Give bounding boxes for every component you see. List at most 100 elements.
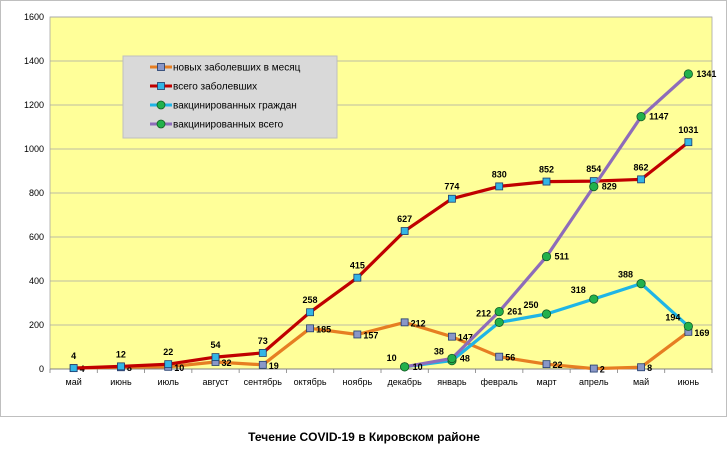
x-tick-label: декабрь <box>388 377 423 387</box>
data-label: 318 <box>571 285 586 295</box>
x-tick-label: июнь <box>678 377 700 387</box>
data-label: 157 <box>363 330 378 340</box>
data-label: 56 <box>505 353 515 363</box>
x-tick-label: октябрь <box>294 377 327 387</box>
y-tick-label: 600 <box>29 232 44 242</box>
data-label: 48 <box>460 353 470 363</box>
data-label: 8 <box>127 363 132 373</box>
data-label: 627 <box>397 214 412 224</box>
data-point <box>589 182 599 192</box>
data-point <box>684 138 693 147</box>
data-label: 19 <box>269 361 279 371</box>
series-line-1 <box>73 320 690 371</box>
data-point <box>589 364 598 373</box>
legend-entry: всего заболевших <box>173 81 257 93</box>
x-tick-label: июнь <box>110 377 132 387</box>
data-label: 147 <box>458 333 473 343</box>
data-label: 22 <box>553 360 563 370</box>
data-point <box>164 360 173 369</box>
y-tick-label: 800 <box>29 188 44 198</box>
data-label: 854 <box>586 164 601 174</box>
data-point <box>306 324 314 333</box>
x-tick-label: февраль <box>481 377 518 387</box>
legend-marker <box>156 119 166 129</box>
data-point <box>353 273 362 282</box>
data-point <box>400 318 409 327</box>
y-tick-label: 0 <box>39 364 44 374</box>
data-point <box>637 363 645 372</box>
data-label: 261 <box>507 307 522 317</box>
y-tick-label: 1000 <box>24 144 44 154</box>
data-label: 32 <box>222 358 232 368</box>
y-tick-label: 1400 <box>24 56 44 66</box>
data-label: 774 <box>444 182 459 192</box>
data-point <box>494 317 504 327</box>
data-point <box>448 194 456 203</box>
x-tick-label: ноябрь <box>343 377 373 387</box>
data-point <box>541 309 552 319</box>
data-label: 10 <box>387 353 397 363</box>
data-label: 212 <box>476 308 491 318</box>
data-label: 194 <box>665 312 680 322</box>
x-tick-label: апрель <box>579 377 609 387</box>
line-chart: 0 200 400 600 800 1000 1200 1400 1600 май июнь июль… <box>0 0 727 417</box>
data-label: 1147 <box>649 112 669 122</box>
legend: новых заболевших в месяц всего заболевших… <box>122 55 338 139</box>
data-point <box>542 360 551 369</box>
data-point <box>683 69 693 79</box>
y-tick-label: 400 <box>29 276 44 286</box>
data-point <box>495 182 504 191</box>
data-point <box>400 227 409 235</box>
data-label: 4 <box>71 351 76 361</box>
data-label: 54 <box>210 340 220 350</box>
data-label: 250 <box>523 300 538 310</box>
data-point <box>400 362 410 372</box>
data-point <box>117 362 125 371</box>
data-label: 2 <box>600 365 605 375</box>
chart-area: 0 200 400 600 800 1000 1200 1400 1600 май июнь июль… <box>0 0 727 417</box>
y-tick-label: 200 <box>29 320 44 330</box>
data-label: 511 <box>555 252 570 262</box>
data-label: 852 <box>539 165 554 175</box>
legend-entry: новых заболевших в месяц <box>173 62 301 74</box>
data-point <box>306 308 314 317</box>
data-point <box>636 112 646 122</box>
data-label: 415 <box>350 261 365 271</box>
legend-entry: вакцинированных всего <box>173 120 284 131</box>
data-label: 830 <box>492 169 507 179</box>
y-tick-label: 1600 <box>24 12 44 22</box>
data-label: 829 <box>602 182 617 192</box>
data-label: 10 <box>413 362 423 372</box>
data-label: 212 <box>411 318 426 328</box>
data-point <box>69 364 78 373</box>
y-tick-label: 1200 <box>24 100 44 110</box>
data-label: 1031 <box>678 125 698 135</box>
legend-marker <box>157 82 165 90</box>
data-label: 12 <box>116 349 126 359</box>
data-label: 38 <box>434 347 444 357</box>
x-tick-label: май <box>66 377 82 387</box>
data-point <box>495 352 504 361</box>
legend-marker <box>156 100 166 110</box>
data-point <box>541 251 552 262</box>
data-point <box>258 360 267 369</box>
data-point <box>258 349 267 357</box>
data-point <box>636 279 646 289</box>
x-tick-label: май <box>633 377 649 387</box>
legend-entry: вакцинированных граждан <box>173 101 297 112</box>
data-point <box>494 306 504 317</box>
data-label: 10 <box>174 363 184 373</box>
x-tick-label: март <box>536 377 556 387</box>
series-line-2 <box>73 140 690 370</box>
data-point <box>683 321 693 331</box>
data-point <box>211 353 220 362</box>
x-tick-label: июль <box>157 377 179 387</box>
data-label: 8 <box>647 363 652 373</box>
data-label: 22 <box>163 347 173 357</box>
data-label: 1341 <box>696 69 716 79</box>
data-point <box>542 177 551 186</box>
data-point <box>589 294 599 304</box>
data-point <box>353 330 362 339</box>
data-point <box>637 175 645 184</box>
data-label: 388 <box>618 270 633 280</box>
